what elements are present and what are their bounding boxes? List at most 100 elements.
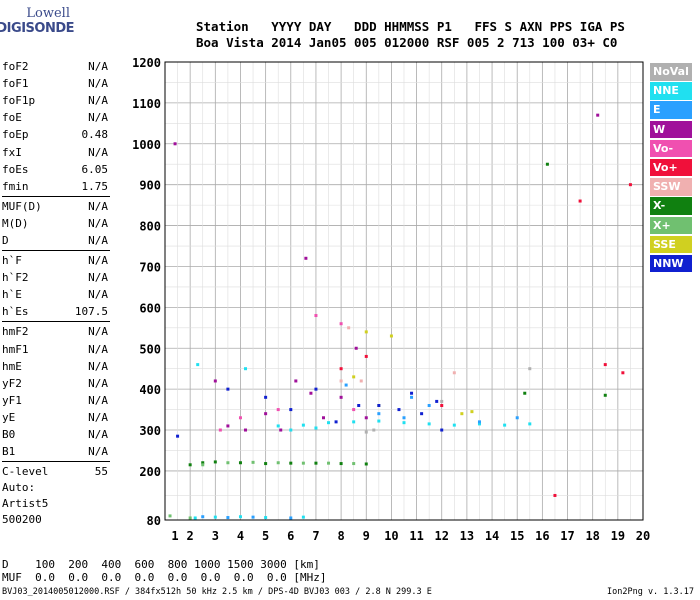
param-row: foF2 N/A [2, 58, 110, 75]
data-point [213, 515, 217, 519]
data-point [276, 461, 280, 465]
param-value: N/A [88, 376, 108, 390]
data-point [226, 387, 230, 391]
param-value: 1.75 [81, 179, 109, 193]
param-value: N/A [88, 77, 108, 91]
data-point [289, 461, 293, 465]
legend: NoVal NNE E W Vo- Vo+ SSW X- X+ SSE NNW [650, 63, 692, 274]
data-point [372, 428, 376, 432]
param-row: B1 N/A [2, 443, 110, 460]
data-point [213, 460, 217, 464]
param-name: hmE [2, 359, 22, 373]
data-point [377, 412, 381, 416]
x-tick-label: 12 [435, 529, 449, 543]
data-point [553, 493, 557, 497]
param-name: h`F [2, 254, 22, 268]
y-tick-labels: 80 200 300 400 500 600 700 800 900 1000 1100 1200 [132, 56, 161, 528]
param-name: C-level [2, 465, 49, 479]
data-point [347, 326, 351, 330]
param-name: yF1 [2, 393, 22, 407]
lowell-digisonde-logo: Lowell DIGISONDE [0, 6, 74, 42]
x-tick-label: 15 [510, 529, 524, 543]
param-name: fmin [2, 179, 29, 193]
param-value: N/A [88, 216, 108, 230]
data-point [289, 516, 293, 520]
param-separator [2, 321, 110, 323]
param-row: B0 N/A [2, 426, 110, 443]
param-value: 0.48 [81, 128, 109, 142]
data-point [321, 416, 325, 420]
data-point [596, 113, 600, 117]
header-labels: Station YYYY DAY DDD HHMMSS P1 FFS S AXN… [196, 19, 625, 34]
x-tick-label: 5 [262, 529, 269, 543]
data-point [176, 434, 180, 438]
data-point [251, 460, 255, 464]
x-tick-label: 18 [585, 529, 599, 543]
param-name: hmF1 [2, 342, 29, 356]
data-point [188, 516, 192, 520]
data-point [339, 379, 343, 383]
legend-item-vo-: Vo+ [650, 158, 692, 177]
data-point [344, 383, 348, 387]
data-point [503, 423, 507, 427]
x-tick-label: 17 [560, 529, 574, 543]
data-point [460, 412, 464, 416]
param-row: foF1 N/A [2, 75, 110, 92]
data-point [440, 399, 444, 403]
data-point [435, 399, 439, 403]
scaled-parameters-panel: foF2 N/A foF1 N/A foF1p N/A foE N/A foEp 0.48 fxI N… [2, 58, 110, 480]
param-row: h`E N/A [2, 286, 110, 303]
param-name: h`F2 [2, 271, 29, 285]
legend-item-e: E [650, 101, 692, 119]
station-header: Station YYYY DAY DDD HHMMSS P1 FFS S AXN… [196, 19, 625, 51]
param-name: MUF(D) [2, 199, 42, 213]
data-point [201, 515, 205, 519]
chart-grid [164, 61, 644, 521]
footer-file-info: BVJ03_2014005012000.RSF / 384fx512h 50 k… [2, 587, 432, 597]
param-row: fmin 1.75 [2, 178, 110, 195]
x-tick-label: 19 [611, 529, 625, 543]
param-value: 55 [94, 465, 108, 479]
data-point [196, 363, 200, 367]
data-point [339, 462, 343, 466]
data-point [477, 420, 481, 424]
distance-row: D 100 200 400 600 800 1000 1500 3000 [km… [2, 558, 320, 571]
data-point [523, 391, 527, 395]
data-point [515, 416, 519, 420]
param-value: N/A [88, 94, 108, 108]
param-name: B0 [2, 428, 16, 442]
data-point [244, 367, 248, 371]
data-point [301, 461, 305, 465]
series-vo- [339, 183, 632, 497]
x-tick-label: 10 [384, 529, 398, 543]
param-value: N/A [88, 342, 108, 356]
param-value: N/A [88, 428, 108, 442]
param-row: hmF1 N/A [2, 341, 110, 358]
data-point [226, 424, 230, 428]
param-value: N/A [88, 271, 108, 285]
data-point [314, 387, 318, 391]
legend-item-sse: SSE [650, 235, 692, 254]
series-vo- [218, 314, 356, 432]
series-ssw [339, 326, 456, 383]
data-point [339, 367, 343, 371]
data-point [545, 162, 549, 166]
param-name: foE [2, 111, 22, 125]
data-point [238, 461, 242, 465]
param-row: C-level 55 [2, 463, 110, 480]
param-name: M(D) [2, 216, 29, 230]
param-value: N/A [88, 325, 108, 339]
auto-code: 500200 [2, 513, 42, 526]
param-value: N/A [88, 445, 108, 459]
data-point [354, 346, 358, 350]
auto-label: Auto: [2, 481, 36, 494]
param-name: D [2, 233, 9, 247]
param-row: foF1p N/A [2, 92, 110, 109]
data-point [410, 391, 414, 395]
param-row: foEp 0.48 [2, 126, 110, 143]
param-name: foF1 [2, 77, 29, 91]
param-row: foEs 6.05 [2, 161, 110, 178]
param-name: fxI [2, 145, 22, 159]
y-tick-label: 300 [139, 424, 161, 438]
